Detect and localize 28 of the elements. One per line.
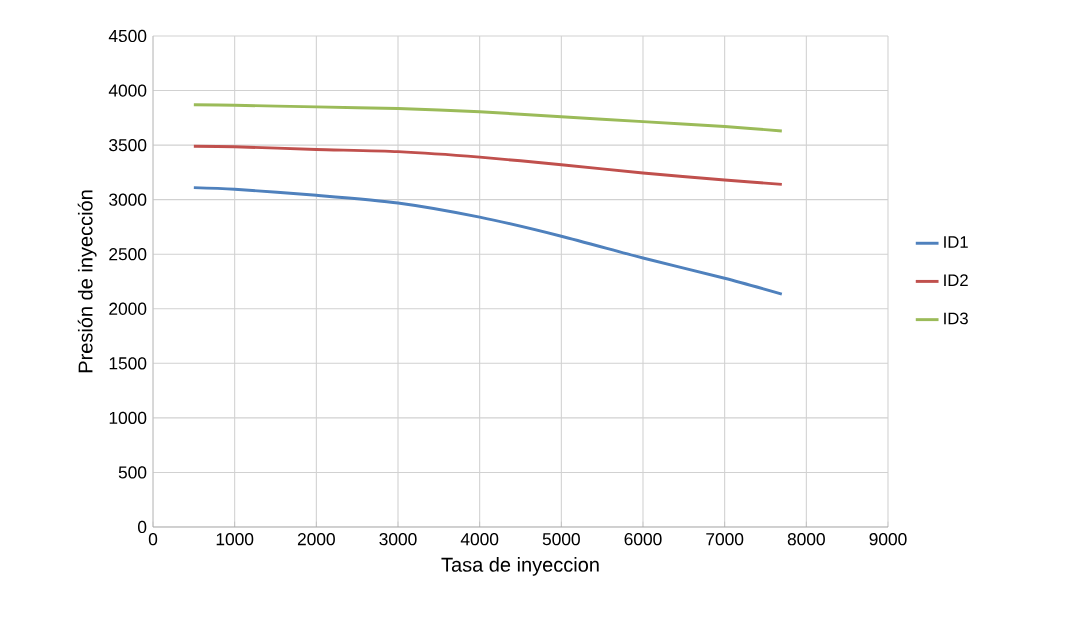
x-axis-title: Tasa de inyeccion [441, 557, 599, 576]
y-tick-label: 0 [137, 520, 147, 534]
y-axis-title: Presión de inyección [77, 190, 97, 373]
line-series [192, 186, 784, 296]
y-tick-label: 4500 [108, 29, 147, 43]
legend-label: ID3 [944, 312, 968, 325]
x-tick-label: 5000 [542, 533, 580, 546]
x-tick-label: 1000 [216, 533, 254, 546]
y-tick-label: 1000 [109, 411, 147, 425]
x-tick-label: 2000 [297, 533, 335, 546]
line-series [192, 103, 784, 133]
x-tick-label: 6000 [624, 533, 662, 546]
y-tick-label: 500 [118, 466, 147, 479]
y-tick-label: 1500 [109, 357, 147, 370]
y-tick-label: 2000 [109, 302, 147, 315]
x-tick-label: 4000 [460, 533, 499, 546]
legend-label: ID1 [944, 236, 968, 248]
x-tick-label: 7000 [706, 533, 744, 546]
y-tick-label: 4000 [108, 84, 147, 97]
line-series [192, 144, 784, 186]
x-tick-label: 8000 [787, 533, 825, 546]
x-tick-label: 3000 [379, 533, 417, 546]
legend-label: ID2 [944, 274, 968, 286]
y-tick-label: 3000 [109, 193, 147, 206]
y-tick-label: 3500 [109, 138, 147, 152]
y-tick-label: 2500 [109, 248, 147, 261]
x-tick-label: 0 [148, 533, 158, 546]
x-tick-label: 9000 [869, 533, 907, 546]
